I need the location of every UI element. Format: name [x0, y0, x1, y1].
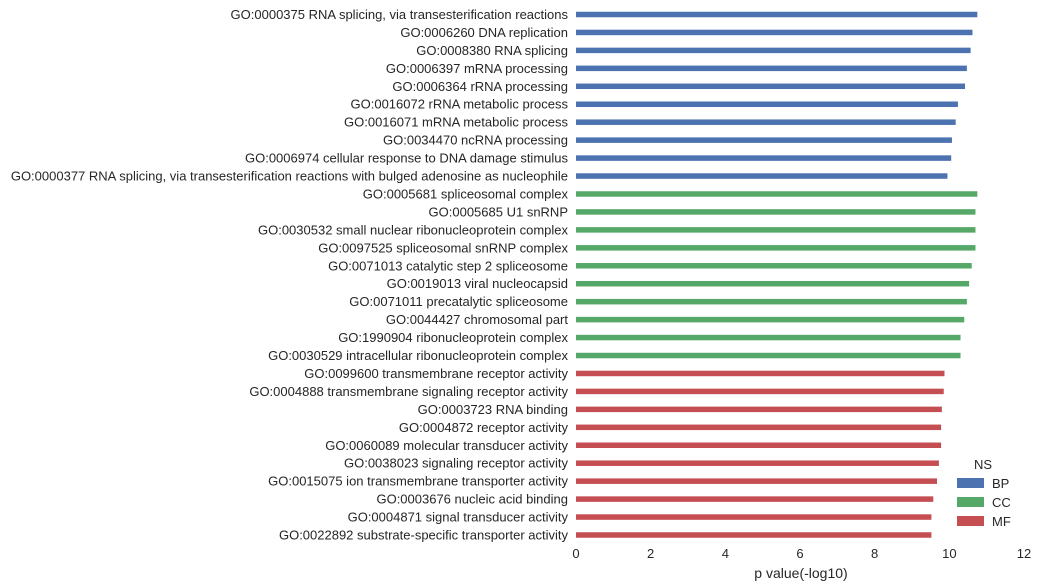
bar: [576, 478, 938, 484]
category-label: GO:0006974 cellular response to DNA dama…: [245, 151, 569, 166]
legend-swatch: [957, 497, 984, 507]
category-label: GO:0019013 viral nucleocapsid: [387, 276, 568, 291]
x-tick-label: 6: [796, 546, 803, 561]
category-label: GO:0038023 signaling receptor activity: [344, 456, 569, 471]
category-label: GO:0000375 RNA splicing, via transesteri…: [231, 7, 569, 22]
category-label: GO:0034470 ncRNA processing: [383, 133, 568, 148]
bar: [576, 388, 944, 395]
category-label: GO:0008380 RNA splicing: [416, 43, 568, 58]
bar: [576, 496, 934, 502]
legend: NS BP CC MF: [957, 457, 1011, 529]
bar: [576, 370, 945, 377]
bar: [576, 101, 958, 107]
category-label: GO:0060089 molecular transducer activity: [325, 438, 568, 453]
bar: [576, 263, 972, 269]
bar: [576, 83, 966, 90]
category-label: GO:0030532 small nuclear ribonucleoprote…: [258, 222, 569, 237]
x-axis: 0 2 4 6 8 10 12: [572, 546, 1031, 561]
category-label: GO:1990904 ribonucleoprotein complex: [338, 330, 568, 345]
category-label: GO:0006364 rRNA processing: [392, 79, 568, 94]
bar: [576, 155, 952, 161]
bar: [576, 137, 952, 143]
bar: [576, 442, 942, 449]
category-label: GO:0097525 spliceosomal snRNP complex: [318, 240, 568, 255]
bars: [576, 11, 978, 538]
legend-swatch: [957, 516, 984, 526]
bar: [576, 406, 942, 413]
x-tick-label: 4: [722, 546, 729, 561]
category-label: GO:0071011 precatalytic spliceosome: [349, 294, 568, 309]
x-tick-label: 12: [1017, 546, 1031, 561]
bar: [576, 280, 970, 287]
bar: [576, 460, 939, 466]
x-tick-label: 0: [572, 546, 579, 561]
bar: [576, 298, 967, 305]
bar: [576, 352, 961, 359]
category-label: GO:0016072 rRNA metabolic process: [351, 97, 569, 112]
bar: [576, 334, 961, 341]
legend-title: NS: [974, 457, 992, 472]
category-labels: GO:0000375 RNA splicing, via transesteri…: [11, 7, 569, 543]
category-label: GO:0003676 nucleic acid binding: [376, 492, 568, 507]
bar: [576, 191, 978, 197]
category-label: GO:0003723 RNA binding: [418, 402, 568, 417]
category-label: GO:0071013 catalytic step 2 spliceosome: [328, 258, 568, 273]
category-label: GO:0030529 intracellular ribonucleoprote…: [268, 348, 568, 363]
bar: [576, 227, 976, 233]
bar: [576, 119, 956, 125]
category-label: GO:0005681 spliceosomal complex: [363, 186, 569, 201]
bar: [576, 11, 978, 18]
category-label: GO:0016071 mRNA metabolic process: [344, 115, 568, 130]
legend-label: MF: [992, 514, 1011, 529]
category-label: GO:0006260 DNA replication: [400, 25, 568, 40]
category-label: GO:0022892 substrate-specific transporte…: [279, 528, 569, 543]
category-label: GO:0006397 mRNA processing: [386, 61, 568, 76]
bar: [576, 173, 948, 179]
x-tick-label: 10: [942, 546, 956, 561]
bar: [576, 29, 973, 36]
bar: [576, 245, 976, 251]
category-label: GO:0000377 RNA splicing, via transesteri…: [11, 169, 568, 184]
category-label: GO:0004888 transmembrane signaling recep…: [249, 384, 568, 399]
legend-label: CC: [992, 495, 1011, 510]
bar: [576, 424, 942, 431]
bar: [576, 316, 965, 323]
category-label: GO:0015075 ion transmembrane transporter…: [268, 474, 568, 489]
legend-swatch: [957, 478, 984, 488]
legend-label: BP: [992, 476, 1009, 491]
x-tick-label: 8: [871, 546, 878, 561]
category-label: GO:0005685 U1 snRNP: [429, 204, 568, 219]
bar: [576, 209, 976, 215]
bar: [576, 514, 932, 520]
category-label: GO:0004872 receptor activity: [399, 420, 569, 435]
category-label: GO:0099600 transmembrane receptor activi…: [304, 366, 568, 381]
x-tick-label: 2: [647, 546, 654, 561]
bar: [576, 532, 932, 538]
category-label: GO:0044427 chromosomal part: [386, 312, 568, 327]
x-axis-title: p value(-log10): [754, 565, 847, 581]
bar: [576, 65, 967, 72]
category-label: GO:0004871 signal transducer activity: [348, 510, 569, 525]
bar: [576, 47, 971, 54]
